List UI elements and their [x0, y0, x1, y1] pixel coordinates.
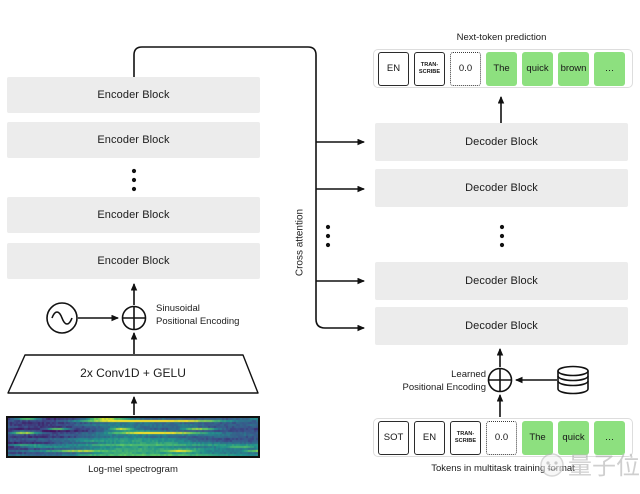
sinusoidal-label-line2: Positional Encoding	[156, 316, 240, 327]
next-token-prediction-label: Next-token prediction	[456, 32, 547, 43]
decoder-add-icon	[487, 367, 513, 393]
token-timestamp: 0.0	[450, 51, 481, 86]
encoder-add-icon	[121, 305, 147, 331]
token-timestamp: 0.0	[486, 420, 517, 455]
cross-attention-ellipsis-dots	[325, 224, 331, 248]
log-mel-spectrogram-image	[6, 416, 260, 458]
token-transcribe: TRAN-SCRIBE	[414, 51, 445, 86]
decoder-ellipsis-dots	[499, 224, 505, 248]
decoder-block-2: Decoder Block	[375, 169, 628, 207]
learned-label-line1: Learned	[451, 369, 486, 380]
token-en: EN	[378, 51, 409, 86]
decoder-block-4: Decoder Block	[375, 307, 628, 345]
token-transcribe: TRAN-SCRIBE	[450, 420, 481, 455]
sinusoidal-positional-encoding-label: Sinusoidal Positional Encoding	[156, 302, 239, 328]
sine-wave-icon	[46, 302, 78, 334]
encoder-block-3: Encoder Block	[7, 197, 260, 233]
encoder-ellipsis-dots	[131, 168, 137, 192]
next-token-row: EN TRAN-SCRIBE 0.0 The quick brown …	[373, 49, 633, 88]
qbitai-watermark: 量子位	[538, 446, 640, 481]
cross-attention-label: Cross attention	[294, 208, 306, 277]
input-token-row: SOT EN TRAN-SCRIBE 0.0 The quick …	[373, 418, 633, 457]
sinusoidal-label-line1: Sinusoidal	[156, 303, 200, 314]
decoder-block-1: Decoder Block	[375, 123, 628, 161]
embedding-database-icon	[557, 365, 589, 395]
encoder-block-1: Encoder Block	[7, 77, 260, 113]
token-ellipsis: …	[594, 51, 625, 86]
token-ellipsis: …	[594, 420, 625, 455]
qbitai-watermark-text: 量子位	[568, 453, 640, 480]
spectrogram-caption: Log-mel spectrogram	[88, 464, 178, 475]
token-sot: SOT	[378, 420, 409, 455]
encoder-block-4: Encoder Block	[7, 243, 260, 279]
encoder-block-2: Encoder Block	[7, 122, 260, 158]
learned-label-line2: Positional Encoding	[402, 382, 486, 393]
token-the: The	[522, 420, 553, 455]
multitask-tokens-caption: Tokens in multitask training format	[431, 463, 575, 474]
qbitai-mascot-icon	[540, 452, 564, 477]
conv-gelu-label: 2x Conv1D + GELU	[80, 366, 186, 380]
decoder-block-3: Decoder Block	[375, 262, 628, 300]
token-brown: brown	[558, 51, 589, 86]
token-quick: quick	[558, 420, 589, 455]
token-en: EN	[414, 420, 445, 455]
token-quick: quick	[522, 51, 553, 86]
token-the: The	[486, 51, 517, 86]
learned-positional-encoding-label: Learned Positional Encoding	[360, 368, 486, 394]
